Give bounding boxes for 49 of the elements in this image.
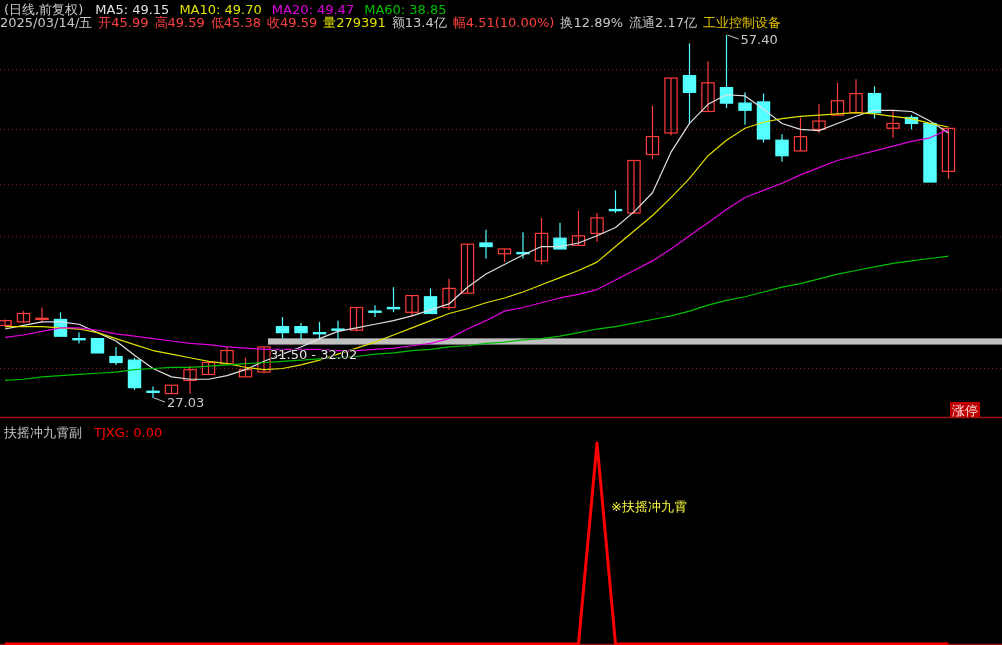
candlestick bbox=[35, 306, 49, 324]
candlestick bbox=[571, 210, 586, 246]
candlestick bbox=[719, 34, 734, 109]
candlestick bbox=[849, 78, 863, 114]
candlestick bbox=[257, 346, 271, 374]
text: MA20: 49.47 bbox=[271, 2, 355, 17]
candlestick bbox=[460, 243, 475, 294]
candlestick bbox=[775, 133, 789, 163]
candlestick bbox=[701, 60, 715, 113]
text: MA5: 49.15 bbox=[95, 2, 170, 17]
text: 涨停 bbox=[952, 403, 978, 418]
candlestick bbox=[423, 287, 438, 315]
text: MA60: 38.85 bbox=[364, 2, 447, 17]
candlestick bbox=[368, 304, 382, 318]
text: TJXG: 0.00 bbox=[93, 425, 163, 440]
candlestick bbox=[886, 109, 900, 139]
candlestick bbox=[830, 82, 845, 116]
annotation: ※扶摇冲九霄 bbox=[611, 499, 687, 514]
candlestick bbox=[867, 85, 882, 120]
candlestick bbox=[238, 357, 253, 378]
candlestick bbox=[479, 229, 493, 260]
candlestick bbox=[812, 103, 826, 134]
candlestick bbox=[627, 159, 641, 214]
candlestick bbox=[72, 332, 86, 344]
chart-title: 扶摇冲九霄副 bbox=[3, 425, 82, 440]
candlestick bbox=[220, 346, 234, 366]
candlestick bbox=[941, 127, 956, 180]
candlestick bbox=[275, 316, 290, 340]
chart-title: (日线,前复权) bbox=[4, 2, 84, 17]
text: MA10: 49.70 bbox=[179, 2, 262, 17]
candlestick bbox=[534, 217, 549, 266]
candlestick bbox=[590, 212, 604, 243]
candlestick bbox=[738, 91, 752, 126]
candlestick bbox=[553, 222, 567, 250]
candlestick bbox=[183, 365, 197, 395]
candlestick bbox=[109, 346, 123, 366]
candlestick bbox=[793, 116, 808, 152]
candlestick bbox=[664, 77, 678, 136]
candlestick bbox=[645, 104, 660, 160]
text: 2025/03/14/五 开45.99 高49.59 低45.38 收49.59 量279391 额13.4亿 幅4.51(10.00%) 换12.89% 流通2.17亿 工业控制设备 bbox=[0, 15, 781, 30]
candlestick bbox=[294, 322, 308, 341]
candlestick bbox=[146, 385, 160, 399]
candlestick bbox=[682, 42, 697, 125]
annotation: 57.40 bbox=[740, 32, 778, 47]
annotation: 27.03 bbox=[167, 395, 205, 410]
candlestick bbox=[331, 320, 345, 341]
candlestick bbox=[349, 306, 364, 333]
candlestick bbox=[442, 278, 456, 311]
candlestick bbox=[405, 294, 419, 318]
